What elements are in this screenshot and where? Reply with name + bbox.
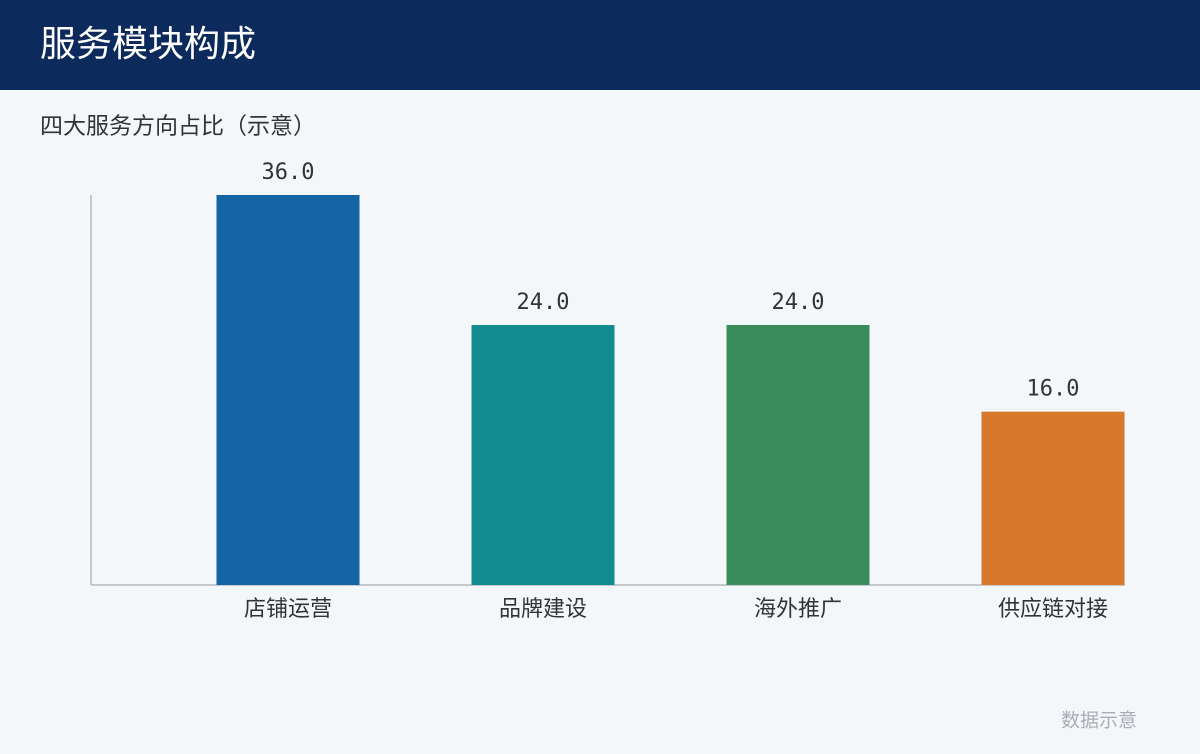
value-label: 16.0 [1027,377,1080,402]
value-label: 24.0 [772,290,825,315]
footnote: 数据示意 [1061,710,1137,732]
chart-title: 四大服务方向占比（示意） [40,114,316,140]
header-bar [0,0,1200,90]
header-title: 服务模块构成 [40,24,256,65]
x-tick-label: 店铺运营 [244,597,332,622]
x-tick-label: 品牌建设 [499,597,587,622]
plot: 36.0 店铺运营 24.0 品牌建设 24.0 海外推广 16.0 供应链对接 [90,160,1125,622]
x-tick-label: 海外推广 [754,597,842,622]
bar [216,195,360,585]
value-label: 24.0 [517,290,570,315]
x-tick-label: 供应链对接 [998,597,1108,622]
bar [726,325,870,585]
bar [471,325,615,585]
value-label: 36.0 [262,160,315,185]
bar [981,411,1125,585]
